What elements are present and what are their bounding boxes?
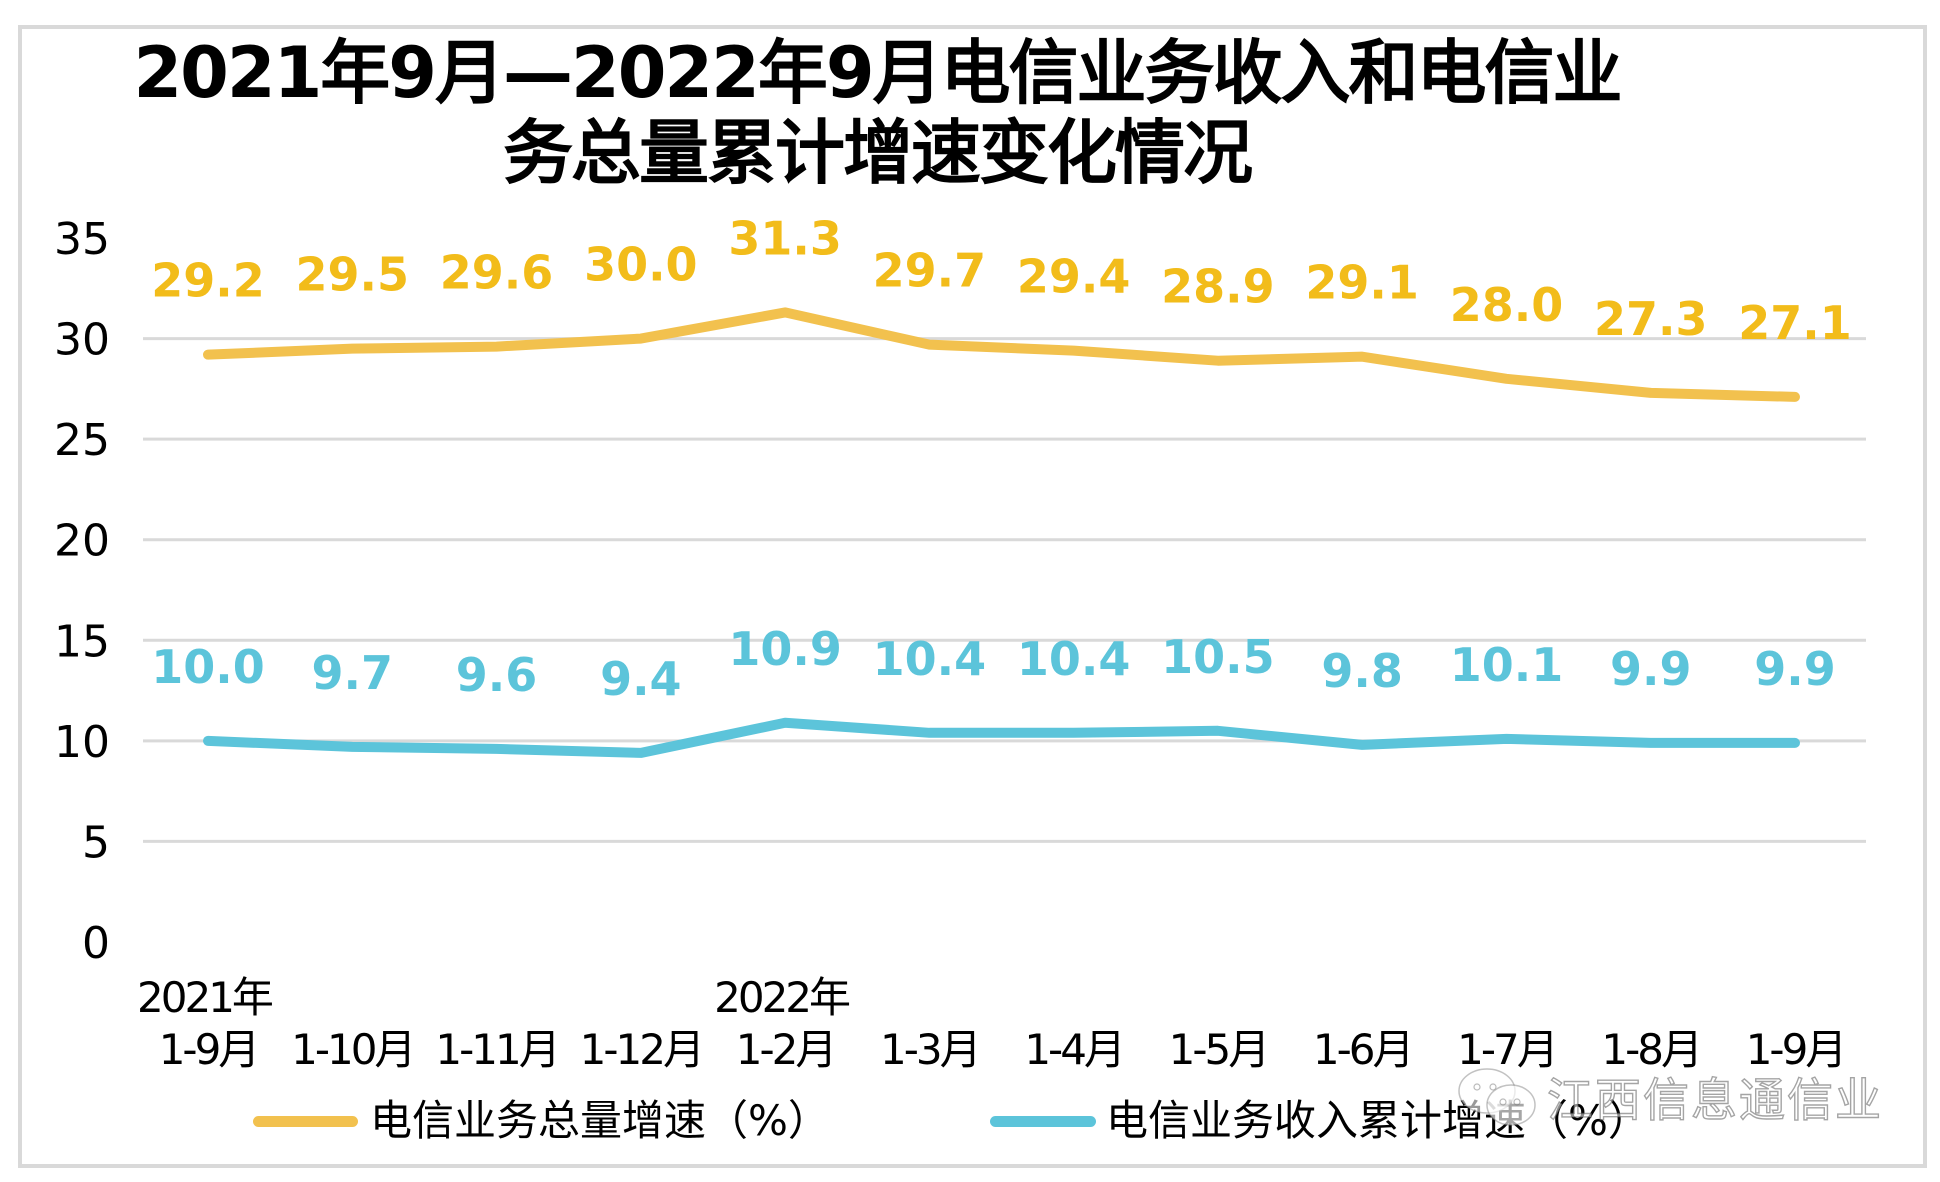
legend-swatch-total-volume — [253, 1116, 358, 1127]
gridlines — [143, 337, 1866, 843]
data-label: 10.0 — [151, 640, 265, 694]
x-tick-label: 1-12月 — [580, 1025, 702, 1074]
chart-title-line-1: 2021年9月—2022年9月电信业务收入和电信业 — [133, 32, 1622, 114]
data-label: 29.1 — [1305, 256, 1419, 310]
x-tick-year-label: 2022年 — [714, 973, 850, 1022]
chart-frame — [18, 25, 1927, 1168]
data-label: 29.2 — [151, 254, 265, 308]
data-label: 27.3 — [1594, 292, 1708, 346]
y-tick-label: 5 — [82, 817, 110, 868]
y-tick-label: 30 — [54, 315, 110, 366]
x-tick-year-label: 2021年 — [137, 973, 273, 1022]
x-tick-label: 1-5月 — [1169, 1025, 1268, 1074]
legend-swatch-revenue — [990, 1116, 1096, 1127]
data-label: 29.4 — [1017, 250, 1131, 304]
y-tick-label: 35 — [54, 214, 110, 265]
data-label: 9.8 — [1321, 644, 1403, 698]
series-lines — [203, 307, 1800, 758]
x-tick-label: 1-8月 — [1601, 1025, 1700, 1074]
series-line-revenue — [203, 717, 1800, 758]
data-label: 10.1 — [1450, 638, 1564, 692]
x-tick-label: 1-11月 — [435, 1025, 557, 1074]
data-label: 10.9 — [728, 622, 842, 676]
data-label: 9.9 — [1754, 642, 1836, 696]
data-label: 9.4 — [600, 652, 682, 706]
data-label: 10.4 — [873, 632, 987, 686]
x-tick-label: 1-7月 — [1457, 1025, 1556, 1074]
y-tick-label: 25 — [54, 415, 110, 466]
y-tick-label: 10 — [54, 717, 110, 768]
data-label: 29.7 — [873, 244, 987, 298]
x-tick-label: 1-10月 — [291, 1025, 413, 1074]
data-label: 9.6 — [456, 648, 538, 702]
legend-label-total-volume: 电信业务总量增速（%） — [370, 1096, 830, 1145]
x-tick-label: 1-9月 — [159, 1025, 258, 1074]
x-tick-label: 1-4月 — [1024, 1025, 1123, 1074]
watermark: 江西信息通信业 — [1455, 1062, 1883, 1132]
chart-title-line-2: 务总量累计增速变化情况 — [503, 112, 1253, 194]
data-label: 9.9 — [1610, 642, 1692, 696]
x-tick-label: 1-9月 — [1746, 1025, 1845, 1074]
data-label: 10.5 — [1161, 630, 1275, 684]
y-tick-label: 0 — [82, 918, 110, 969]
x-tick-label: 1-6月 — [1313, 1025, 1412, 1074]
data-label: 31.3 — [728, 211, 842, 265]
y-tick-label: 15 — [54, 616, 110, 667]
watermark-text: 江西信息通信业 — [1546, 1072, 1883, 1127]
data-label: 28.0 — [1450, 278, 1564, 332]
legend-label-revenue: 电信业务收入累计增速（%） — [1106, 1096, 1650, 1145]
x-tick-label: 1-2月 — [736, 1025, 835, 1074]
x-tick-label: 1-3月 — [880, 1025, 979, 1074]
wechat-icon — [1458, 1068, 1536, 1126]
data-label: 28.9 — [1161, 260, 1275, 314]
data-label: 29.5 — [296, 248, 410, 302]
series-line-total-volume — [203, 307, 1800, 402]
data-label: 30.0 — [584, 238, 698, 292]
data-label: 27.1 — [1738, 296, 1852, 350]
data-label: 29.6 — [440, 246, 554, 300]
data-labels: 29.2 29.5 29.6 30.0 31.3 29.7 29.4 28.9 29.1 28.0… — [151, 211, 1852, 706]
data-label: 10.4 — [1017, 632, 1131, 686]
data-label: 9.7 — [312, 646, 394, 700]
y-axis-ticks: 0 5 10 15 20 25 30 35 — [54, 214, 110, 969]
y-tick-label: 20 — [54, 516, 110, 567]
